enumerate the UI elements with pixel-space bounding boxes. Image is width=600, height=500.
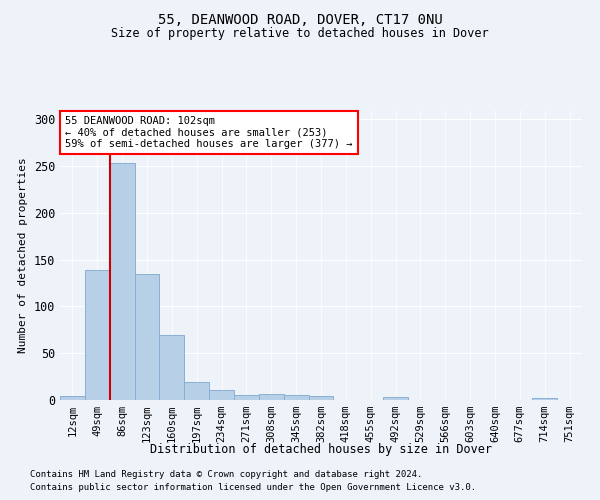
Text: 55, DEANWOOD ROAD, DOVER, CT17 0NU: 55, DEANWOOD ROAD, DOVER, CT17 0NU <box>158 12 442 26</box>
Text: Size of property relative to detached houses in Dover: Size of property relative to detached ho… <box>111 28 489 40</box>
Bar <box>110 164 134 400</box>
Bar <box>234 396 259 400</box>
Bar <box>184 382 209 400</box>
Bar <box>134 274 160 400</box>
Y-axis label: Number of detached properties: Number of detached properties <box>18 157 28 353</box>
Bar <box>85 270 110 400</box>
Text: 55 DEANWOOD ROAD: 102sqm
← 40% of detached houses are smaller (253)
59% of semi-: 55 DEANWOOD ROAD: 102sqm ← 40% of detach… <box>65 116 353 149</box>
Text: Distribution of detached houses by size in Dover: Distribution of detached houses by size … <box>150 442 492 456</box>
Bar <box>60 396 85 400</box>
Text: Contains public sector information licensed under the Open Government Licence v3: Contains public sector information licen… <box>30 482 476 492</box>
Bar <box>532 398 557 400</box>
Bar <box>308 396 334 400</box>
Bar <box>284 396 308 400</box>
Bar <box>259 394 284 400</box>
Bar <box>383 397 408 400</box>
Text: Contains HM Land Registry data © Crown copyright and database right 2024.: Contains HM Land Registry data © Crown c… <box>30 470 422 479</box>
Bar <box>209 390 234 400</box>
Bar <box>160 334 184 400</box>
